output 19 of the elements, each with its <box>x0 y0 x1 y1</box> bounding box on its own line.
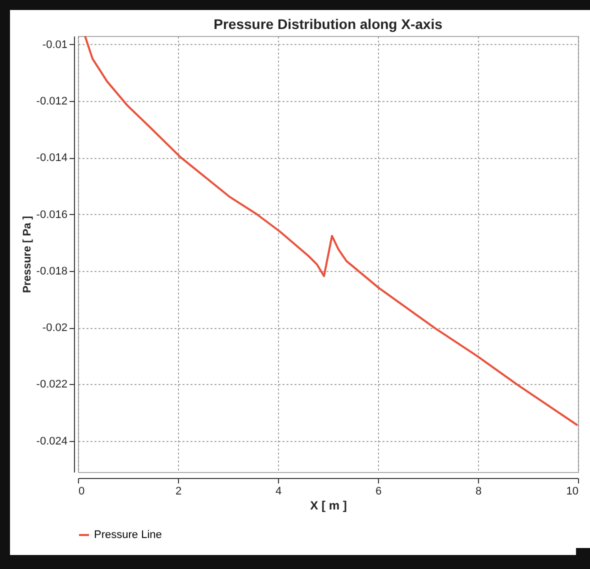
legend-label: Pressure Line <box>94 529 162 541</box>
x-tick-label: 2 <box>175 486 182 498</box>
y-tick-label: -0.014 <box>36 152 68 164</box>
x-tick-label: 4 <box>275 486 282 498</box>
y-tick-label: -0.01 <box>42 38 68 51</box>
y-axis-title: Pressure [ Pa ] <box>21 216 34 294</box>
x-tick-label: 10 <box>566 486 578 498</box>
x-tick-label: 0 <box>78 486 85 498</box>
chart-title: Pressure Distribution along X-axis <box>214 16 443 32</box>
y-tick-label: -0.02 <box>42 322 68 334</box>
x-tick-label: 6 <box>375 486 382 498</box>
y-tick-label: -0.012 <box>36 96 68 108</box>
x-axis-title: X [ m ] <box>310 498 347 512</box>
line-series <box>84 36 578 426</box>
y-tick-label: -0.024 <box>36 435 68 448</box>
y-tick-label: -0.016 <box>36 208 68 221</box>
x-tick-label: 8 <box>475 486 482 498</box>
y-tick-label: -0.018 <box>36 265 68 278</box>
y-tick-label: -0.022 <box>36 378 68 391</box>
